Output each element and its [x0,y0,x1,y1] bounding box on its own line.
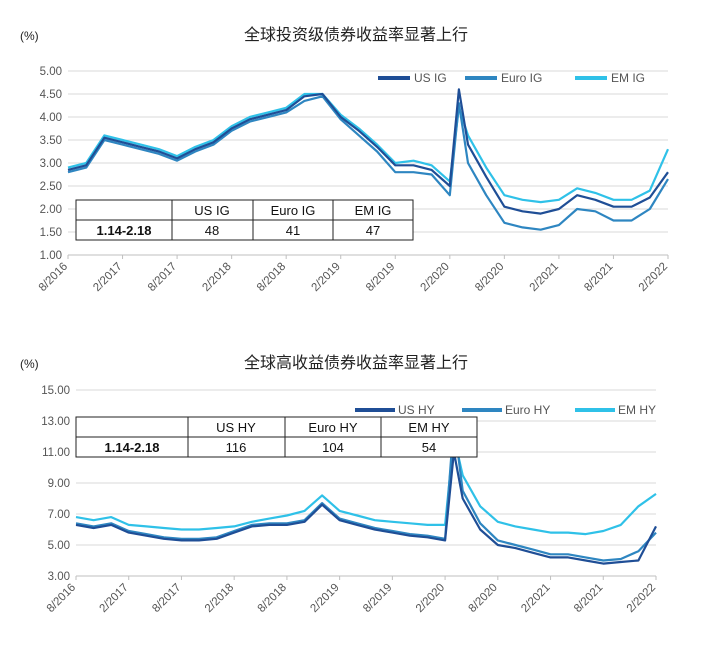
hy-x-tick-label: 2/2022 [625,582,658,615]
ig-y-tick-labels: 1.00 1.50 2.00 2.50 3.00 3.50 4.00 4.50 5.00 [40,66,62,262]
ig-x-tick-label: 2/2017 [91,261,124,294]
ig-x-tick-label: 2/2018 [200,261,233,294]
hy-y-tick-label: 13.00 [41,416,70,428]
hy-table-cell-h0 [75,416,189,438]
hy-x-tick-label: 8/2018 [256,582,289,615]
ig-table-header-us: US IG [194,203,229,218]
ig-legend-label-em: EM IG [611,71,645,85]
ig-x-tick-label: 8/2016 [37,261,70,294]
hy-x-tick-labels: 8/2016 2/2017 8/2017 2/2018 8/2018 2/2019 8/20… [45,576,658,615]
hy-series-line-euro-hy [75,419,657,562]
ig-x-tick-label: 2/2019 [309,261,342,294]
ig-summary-table: US IG Euro IG EM IG 1.14-2.18 48 41 47 [75,199,414,241]
ig-table-row-label: 1.14-2.18 [97,223,152,238]
ig-y-tick-label: 2.50 [40,181,62,193]
ig-x-tick-label: 8/2021 [582,261,615,294]
hy-chart-title: 全球高收益债券收益率显著上行 [244,354,468,372]
ig-y-tick-label: 4.00 [40,112,62,124]
ig-series-line-em-ig [67,92,670,204]
ig-chart-title: 全球投资级债券收益率显著上行 [244,26,468,44]
hy-table-value-us: 116 [226,440,247,455]
ig-table-value-euro: 41 [286,223,300,238]
ig-y-tick-label: 1.00 [40,250,62,262]
ig-x-tick-label: 2/2020 [419,261,452,294]
ig-y-tick-label: 2.00 [40,204,62,216]
hy-x-tick-label: 2/2018 [203,582,236,615]
ig-table-value-em: 47 [366,223,380,238]
ig-x-tick-label: 8/2018 [255,261,288,294]
ig-x-tick-label: 2/2022 [637,261,670,294]
ig-chart: 全球投资级债券收益率显著上行 (%) 1.00 1.50 2.00 2.50 3.00 3… [20,26,670,294]
ig-x-tick-labels: 8/2016 2/2017 8/2017 2/2018 8/2018 2/2019 8/20… [37,255,670,294]
hy-y-tick-label: 11.00 [42,447,70,459]
hy-legend-label-euro: Euro HY [505,403,550,417]
hy-chart: 全球高收益债券收益率显著上行 (%) 3.00 5.00 7.00 9.00 11.00… [20,354,658,615]
hy-x-tick-label: 8/2016 [45,582,78,615]
ig-x-tick-label: 8/2020 [473,261,506,294]
ig-chart-ylabel: (%) [20,29,39,43]
hy-series-lines [75,419,657,565]
ig-x-tick-label: 2/2021 [528,261,561,294]
ig-legend-label-us: US IG [414,71,447,85]
ig-x-tick-label: 8/2017 [146,261,179,294]
hy-y-tick-label: 7.00 [48,509,70,521]
ig-table-cell-r3 [332,219,414,241]
hy-series-line-us-hy [75,450,657,565]
hy-legend-label-em: EM HY [618,403,656,417]
hy-series-line-em-hy [75,435,657,536]
hy-table-header-us: US HY [216,420,256,435]
ig-y-tick-label: 3.00 [40,158,62,170]
ig-legend: US IG Euro IG EM IG [378,71,645,85]
hy-x-tick-label: 8/2020 [467,582,500,615]
ig-series-line-euro-ig [67,95,669,231]
hy-legend: US HY Euro HY EM HY [355,403,656,417]
ig-y-tick-label: 3.50 [40,135,62,147]
ig-table-header-em: EM IG [355,203,392,218]
hy-table-cell-r3 [380,436,478,458]
ig-x-tick-label: 8/2019 [364,261,397,294]
hy-y-tick-label: 3.00 [48,571,70,583]
hy-table-header-em: EM HY [408,420,450,435]
hy-x-tick-label: 2/2021 [519,582,552,615]
hy-x-tick-label: 2/2017 [97,582,130,615]
hy-table-header-euro: Euro HY [308,420,357,435]
hy-x-tick-label: 8/2017 [150,582,183,615]
ig-series-lines [67,88,670,231]
ig-legend-label-euro: Euro IG [501,71,542,85]
hy-x-tick-label: 8/2021 [572,582,605,615]
ig-y-tick-label: 1.50 [40,227,62,239]
hy-y-tick-label: 9.00 [48,478,70,490]
hy-x-tick-label: 8/2019 [361,582,394,615]
ig-y-tick-label: 5.00 [40,66,62,78]
ig-table-value-us: 48 [205,223,219,238]
hy-y-tick-label: 5.00 [48,540,70,552]
hy-table-value-em: 54 [422,440,436,455]
hy-y-tick-label: 15.00 [41,385,70,397]
hy-summary-table: US HY Euro HY EM HY 1.14-2.18 116 104 54 [75,416,478,458]
hy-chart-ylabel: (%) [20,357,39,371]
ig-series-line-us-ig [67,88,669,215]
hy-legend-label-us: US HY [398,403,435,417]
hy-x-tick-label: 2/2020 [414,582,447,615]
ig-y-tick-label: 4.50 [40,89,62,101]
hy-y-tick-labels: 3.00 5.00 7.00 9.00 11.00 13.00 15.00 [41,385,70,583]
hy-table-row-label: 1.14-2.18 [105,440,160,455]
hy-x-tick-label: 2/2019 [308,582,341,615]
hy-table-value-euro: 104 [322,440,344,455]
ig-table-cell-h0 [75,199,173,221]
ig-table-header-euro: Euro IG [271,203,316,218]
